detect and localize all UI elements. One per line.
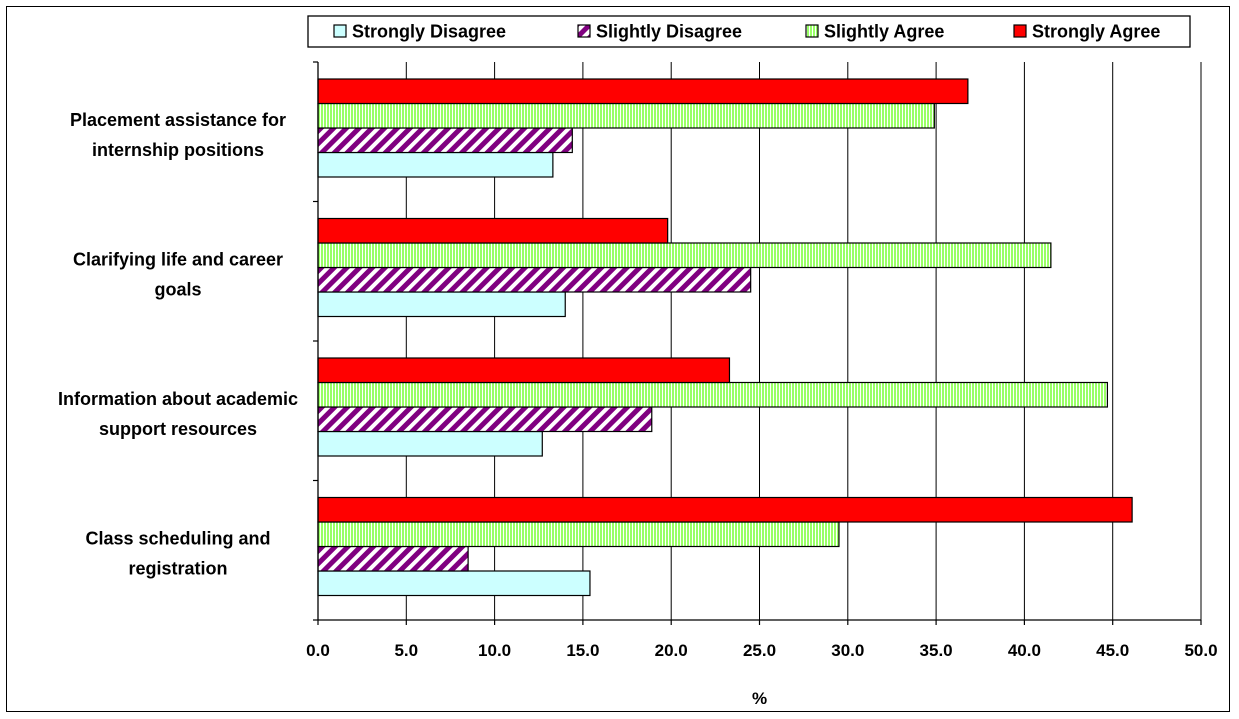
bar-slightly-disagree bbox=[317, 266, 752, 293]
bar-strongly-disagree bbox=[317, 430, 543, 457]
bar-strongly-agree bbox=[317, 217, 669, 244]
legend-swatch bbox=[805, 24, 819, 38]
legend-label: Strongly Agree bbox=[1032, 22, 1160, 42]
bar-slightly-agree bbox=[317, 102, 935, 129]
bar-strongly-agree bbox=[317, 357, 731, 384]
category-label: Clarifying life and career goals bbox=[73, 249, 283, 299]
bar-strongly-disagree bbox=[317, 570, 591, 597]
axes bbox=[313, 61, 1202, 625]
bar-slightly-agree bbox=[317, 521, 840, 548]
x-tick-label: 15.0 bbox=[566, 641, 599, 660]
x-axis-title: % bbox=[752, 689, 767, 708]
legend-label: Strongly Disagree bbox=[352, 22, 506, 42]
bar-slightly-agree bbox=[317, 381, 1109, 408]
category-label: Placement assistance for internship posit… bbox=[70, 110, 286, 160]
x-tick-label: 0.0 bbox=[306, 641, 330, 660]
category-label: Information about academic support resour… bbox=[58, 389, 298, 439]
legend-label: Slightly Agree bbox=[824, 22, 944, 42]
x-tick-label: 25.0 bbox=[743, 641, 776, 660]
category-label: Class scheduling and registration bbox=[85, 528, 270, 578]
legend-swatch bbox=[333, 24, 347, 38]
x-tick-label: 5.0 bbox=[394, 641, 418, 660]
legend-swatch bbox=[1013, 24, 1027, 38]
legend-swatch bbox=[577, 24, 591, 38]
bar-strongly-disagree bbox=[317, 291, 566, 318]
legend: Strongly Disagree Slightly Disagree Slight… bbox=[307, 15, 1191, 48]
bar-slightly-disagree bbox=[317, 545, 469, 572]
x-tick-label: 45.0 bbox=[1096, 641, 1129, 660]
bar-strongly-agree bbox=[317, 78, 969, 105]
x-tick-label: 30.0 bbox=[831, 641, 864, 660]
bar-slightly-disagree bbox=[317, 127, 573, 154]
bar-strongly-agree bbox=[317, 496, 1133, 523]
bar-strongly-disagree bbox=[317, 151, 554, 178]
x-tick-label: 50.0 bbox=[1184, 641, 1217, 660]
x-tick-label: 10.0 bbox=[478, 641, 511, 660]
bar-series bbox=[317, 78, 1133, 597]
bar-slightly-agree bbox=[317, 242, 1052, 269]
axis-labels: Placement assistance for internship posit… bbox=[58, 110, 1218, 708]
legend-box bbox=[307, 15, 1191, 48]
x-tick-label: 40.0 bbox=[1008, 641, 1041, 660]
x-tick-label: 20.0 bbox=[655, 641, 688, 660]
legend-label: Slightly Disagree bbox=[596, 22, 742, 42]
chart-frame bbox=[6, 6, 1230, 712]
bar-slightly-disagree bbox=[317, 406, 653, 433]
x-tick-label: 35.0 bbox=[920, 641, 953, 660]
